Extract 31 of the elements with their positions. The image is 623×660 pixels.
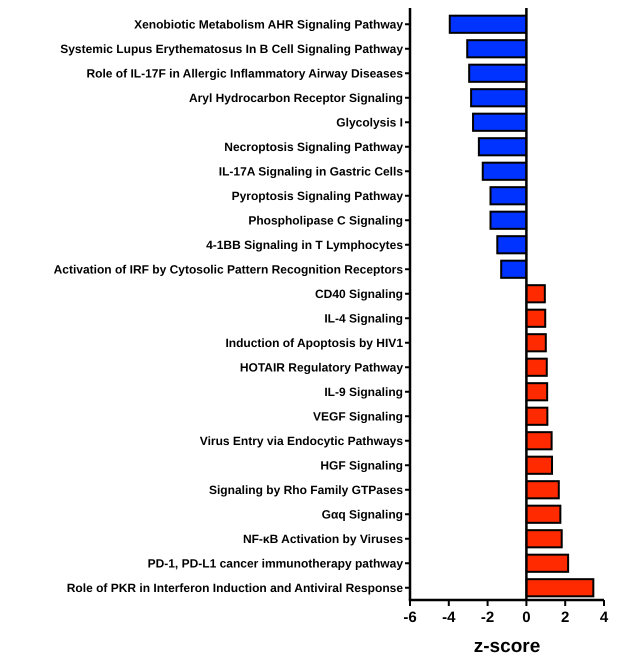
y-tick-label: Necroptosis Signaling Pathway: [224, 140, 404, 154]
y-tick-label: IL-17A Signaling in Gastric Cells: [218, 164, 404, 178]
y-tick-label: Signaling by Rho Family GTPases: [208, 482, 404, 497]
y-tick-label: HOTAIR Regulatory Pathway: [240, 360, 404, 374]
y-tick-label: Systemic Lupus Erythematosus In B Cell Signaling Pathway: [60, 42, 404, 56]
y-tick-label: Activation of IRF by Cytosolic Pattern Recognition Receptors: [54, 262, 404, 276]
y-tick-label: Role of IL-17F in Allergic Inflammatory Airway Diseases: [86, 66, 404, 80]
y-tick-label: VEGF Signaling: [312, 409, 403, 424]
y-tick-label: Induction of Apoptosis by HIV1: [225, 336, 404, 350]
x-tick-label: -2: [480, 609, 494, 626]
y-tick-label: CD40 Signaling: [314, 286, 403, 301]
y-tick-label: PD-1, PD-L1 cancer immunotherapy pathway: [148, 556, 404, 570]
y-tick-label: IL-9 Signaling: [324, 384, 403, 399]
x-tick-label: -4: [442, 609, 456, 626]
y-tick-label: Pyroptosis Signaling Pathway: [232, 188, 404, 203]
x-tick-label: 4: [600, 609, 609, 626]
y-tick-label: Aryl Hydrocarbon Receptor Signaling: [188, 90, 403, 105]
y-tick-label: Xenobiotic Metabolism AHR Signaling Pathway: [134, 17, 404, 32]
y-tick-label: 4-1BB Signaling in T Lymphocytes: [206, 238, 404, 252]
y-tick-label: NF-κB Activation by Viruses: [242, 532, 404, 546]
y-tick-label: HGF Signaling: [320, 458, 403, 472]
x-axis-title: z-score: [474, 636, 540, 657]
y-tick-label: Gαq Signaling: [322, 507, 403, 522]
y-tick-label: Virus Entry via Endocytic Pathways: [200, 434, 404, 448]
y-tick-label: IL-4 Signaling: [324, 311, 403, 326]
x-tick-label: 2: [561, 609, 570, 626]
y-tick-label: Glycolysis I: [336, 115, 403, 130]
x-tick-label: 0: [522, 609, 531, 626]
y-tick-label: Role of PKR in Interferon Induction and Antiviral Response: [66, 580, 404, 595]
y-tick-label: Phospholipase C Signaling: [248, 213, 403, 228]
x-tick-label: -6: [403, 609, 417, 626]
